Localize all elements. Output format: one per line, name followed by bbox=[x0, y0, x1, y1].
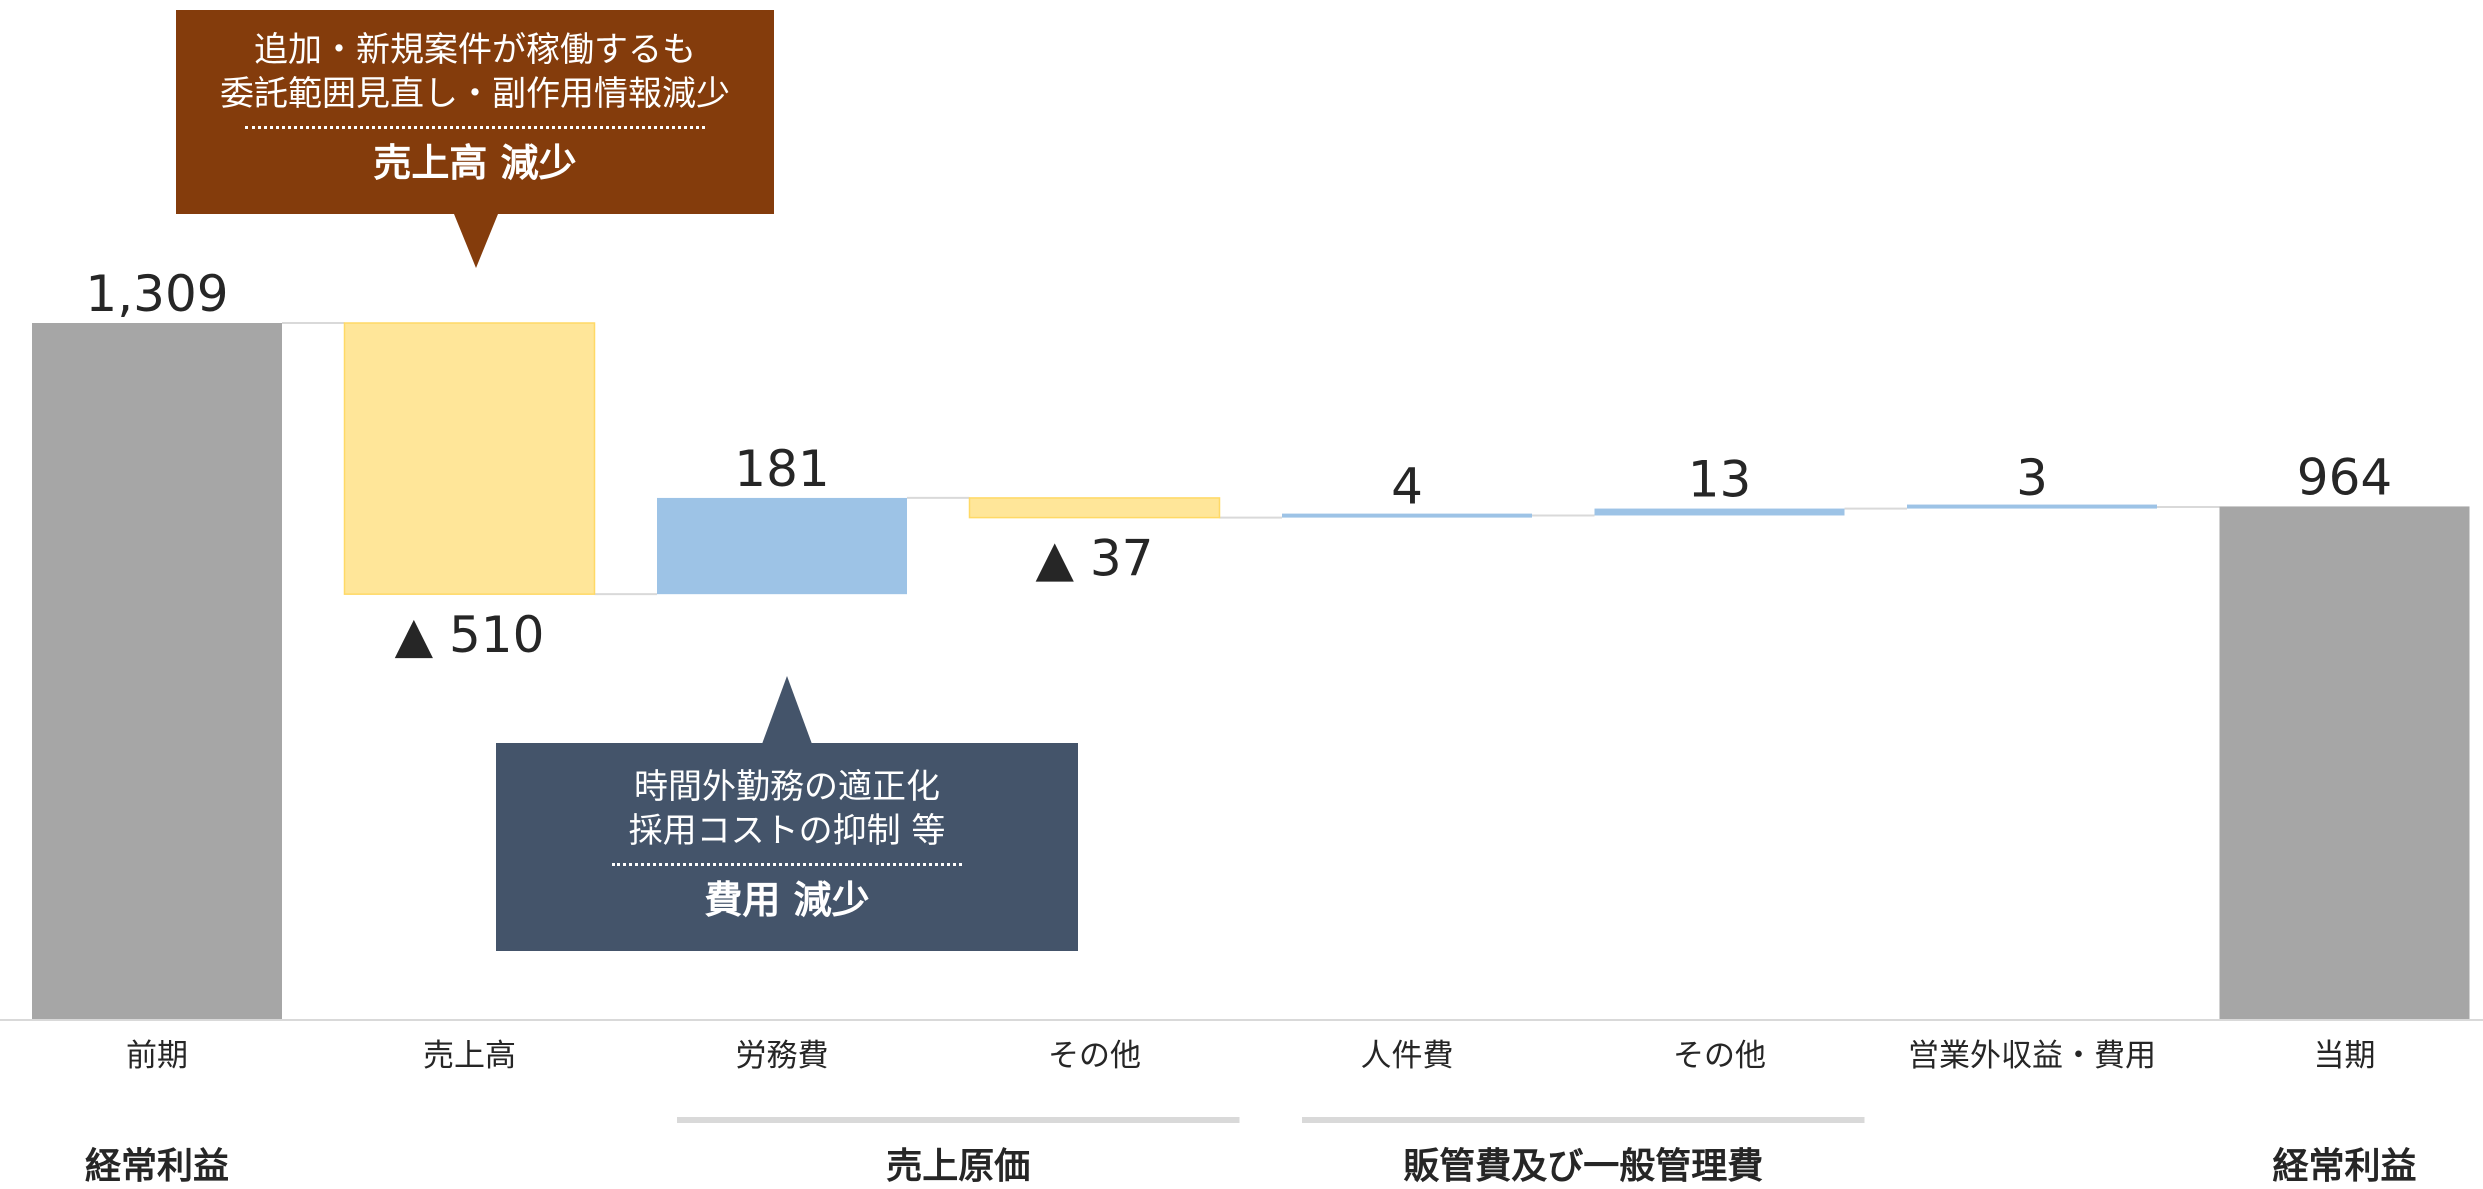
data-label-8: 964 bbox=[2297, 448, 2392, 506]
cost-callout-separator bbox=[612, 863, 962, 866]
category-label-8: 当期 bbox=[2314, 1038, 2376, 1074]
category-label-2: 売上高 bbox=[423, 1038, 516, 1074]
cost-decrease-callout: 時間外勤務の適正化 採用コストの抑制 等 費用 減少 bbox=[496, 743, 1078, 951]
bar-1 bbox=[32, 323, 282, 1019]
bar-7 bbox=[1907, 504, 2157, 509]
bar-5 bbox=[1282, 513, 1532, 518]
data-label-1: 1,309 bbox=[85, 265, 228, 323]
data-label-7: 3 bbox=[2016, 449, 2048, 507]
sales-callout-separator bbox=[245, 126, 705, 129]
data-label-4: ▲ 37 bbox=[1036, 530, 1154, 588]
sales-callout-line-2: 委託範囲見直し・副作用情報減少 bbox=[220, 74, 730, 114]
bar-2 bbox=[343, 322, 596, 595]
group-label-2: 売上原価 bbox=[886, 1146, 1030, 1187]
sales-callout-pointer bbox=[454, 214, 498, 268]
cost-callout-pointer bbox=[762, 676, 812, 744]
bar-4 bbox=[968, 497, 1221, 519]
sales-callout-line-1: 追加・新規案件が稼働するも bbox=[254, 30, 696, 70]
data-label-3: 181 bbox=[734, 440, 829, 498]
category-label-1: 前期 bbox=[126, 1038, 188, 1074]
category-label-4: その他 bbox=[1048, 1038, 1141, 1074]
sales-callout-headline: 売上高 減少 bbox=[373, 141, 577, 185]
cost-callout-line-2: 採用コストの抑制 等 bbox=[628, 811, 946, 851]
category-label-7: 営業外収益・費用 bbox=[1908, 1038, 2156, 1074]
data-label-6: 13 bbox=[1688, 451, 1752, 509]
group-label-3: 販管費及び一般管理費 bbox=[1403, 1146, 1763, 1187]
category-label-5: 人件費 bbox=[1361, 1038, 1454, 1074]
bar-8 bbox=[2219, 506, 2470, 1019]
bar-3 bbox=[657, 497, 907, 595]
group-label-4: 経常利益 bbox=[2272, 1146, 2416, 1187]
group-label-1: 経常利益 bbox=[85, 1146, 229, 1187]
sales-decrease-callout: 追加・新規案件が稼働するも 委託範囲見直し・副作用情報減少 売上高 減少 bbox=[176, 10, 774, 214]
bar-6 bbox=[1594, 508, 1845, 516]
cost-callout-line-1: 時間外勤務の適正化 bbox=[634, 767, 940, 807]
data-label-2: ▲ 510 bbox=[395, 606, 545, 664]
category-label-6: その他 bbox=[1673, 1038, 1766, 1074]
category-label-3: 労務費 bbox=[736, 1038, 829, 1074]
data-label-5: 4 bbox=[1391, 457, 1423, 515]
cost-callout-headline: 費用 減少 bbox=[704, 878, 870, 922]
